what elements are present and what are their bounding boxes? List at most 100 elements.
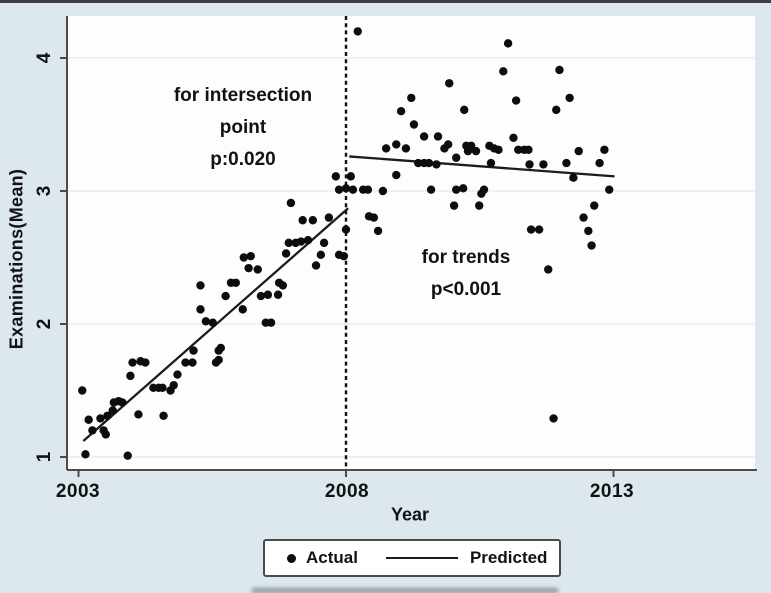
actual-data-point: [555, 65, 564, 75]
actual-data-point: [278, 281, 288, 290]
actual-data-point: [173, 370, 182, 379]
actual-data-point: [311, 261, 321, 270]
actual-marker-icon: [287, 553, 296, 563]
y-tick-label-1: 1: [34, 451, 55, 463]
actual-data-point: [373, 226, 383, 236]
actual-data-point: [574, 146, 583, 156]
actual-data-point: [486, 158, 496, 168]
intersection-annotation-line3: p:0.020: [210, 149, 276, 170]
actual-data-point: [514, 145, 523, 154]
actual-data-point: [407, 93, 416, 103]
legend-predicted-label: Predicted: [469, 548, 548, 567]
actual-data-point: [78, 386, 87, 395]
actual-data-point: [600, 145, 609, 154]
actual-data-point: [263, 290, 273, 299]
actual-data-point: [101, 430, 110, 439]
actual-data-point: [401, 144, 411, 153]
actual-data-point: [216, 343, 226, 353]
actual-data-point: [584, 226, 593, 236]
plot-area: [67, 16, 755, 470]
actual-data-point: [341, 184, 351, 193]
actual-data-point: [96, 414, 105, 423]
actual-data-point: [84, 415, 93, 424]
actual-data-point: [214, 355, 223, 365]
actual-data-point: [316, 250, 326, 260]
actual-data-point: [525, 160, 534, 169]
x-axis-title: Year: [390, 504, 430, 525]
actual-data-point: [353, 27, 362, 36]
actual-data-point: [81, 450, 90, 459]
actual-data-point: [141, 358, 150, 367]
actual-data-point: [471, 146, 481, 156]
actual-data-point: [565, 93, 574, 103]
actual-data-point: [126, 371, 135, 381]
actual-data-point: [392, 170, 401, 180]
actual-data-point: [587, 241, 596, 250]
intersection-annotation-line1: for intersection: [173, 85, 313, 106]
actual-data-point: [579, 213, 588, 222]
actual-data-point: [511, 96, 521, 105]
legend-actual-label: Actual: [306, 548, 358, 567]
actual-data-point: [346, 172, 356, 181]
actual-data-point: [273, 290, 283, 299]
actual-data-point: [452, 185, 461, 194]
y-tick-label-3: 3: [34, 185, 55, 197]
trends-annotation: for trends p<0.001: [422, 242, 511, 306]
actual-data-point: [266, 318, 276, 327]
actual-data-point: [339, 251, 349, 261]
actual-data-point: [128, 358, 137, 367]
actual-data-point: [449, 201, 459, 210]
actual-data-point: [238, 305, 247, 314]
actual-data-point: [319, 238, 329, 248]
trends-annotation-line2: p<0.001: [430, 279, 502, 300]
actual-data-point: [552, 105, 561, 115]
actual-data-point: [378, 186, 388, 196]
actual-data-point: [452, 153, 461, 162]
actual-data-point: [426, 185, 436, 194]
actual-data-point: [381, 144, 391, 153]
actual-data-point: [88, 426, 97, 435]
actual-data-point: [188, 358, 197, 367]
actual-data-point: [159, 411, 168, 420]
scatter-plot-canvas: [60, 16, 757, 477]
actual-data-point: [590, 201, 599, 210]
actual-data-point: [524, 145, 533, 154]
actual-data-point: [331, 172, 341, 181]
actual-data-point: [123, 451, 132, 460]
y-tick-label-2: 2: [34, 318, 55, 330]
actual-data-point: [246, 251, 255, 261]
actual-data-point: [308, 216, 318, 225]
actual-data-point: [562, 158, 571, 168]
y-axis-title: Examinations(Mean): [6, 168, 27, 350]
actual-data-point: [348, 185, 358, 194]
actual-data-point: [605, 185, 614, 194]
actual-data-point: [221, 291, 230, 301]
actual-data-point: [466, 141, 476, 150]
actual-data-point: [158, 383, 167, 393]
actual-data-point: [392, 140, 401, 149]
actual-data-point: [409, 120, 419, 129]
intersection-annotation-line2: point: [219, 117, 267, 138]
actual-data-point: [544, 265, 553, 274]
actual-data-point: [499, 67, 508, 76]
actual-data-point: [303, 236, 313, 245]
actual-data-point: [286, 198, 296, 208]
actual-data-point: [534, 225, 544, 234]
actual-data-point: [432, 160, 441, 169]
x-tick-label-2008: 2008: [324, 481, 370, 502]
actual-data-point: [595, 158, 604, 168]
actual-data-point: [509, 133, 518, 142]
actual-data-point: [169, 380, 178, 390]
actual-data-point: [341, 225, 351, 234]
actual-data-point: [298, 216, 307, 225]
predicted-trend-line: [349, 155, 615, 178]
actual-data-point: [503, 39, 513, 48]
actual-data-point: [324, 213, 334, 222]
actual-data-point: [296, 237, 306, 246]
actual-data-point: [460, 105, 469, 115]
actual-data-point: [103, 411, 112, 420]
actual-data-point: [196, 305, 205, 314]
actual-data-point: [414, 158, 423, 168]
x-tick-label-2003: 2003: [55, 481, 101, 502]
